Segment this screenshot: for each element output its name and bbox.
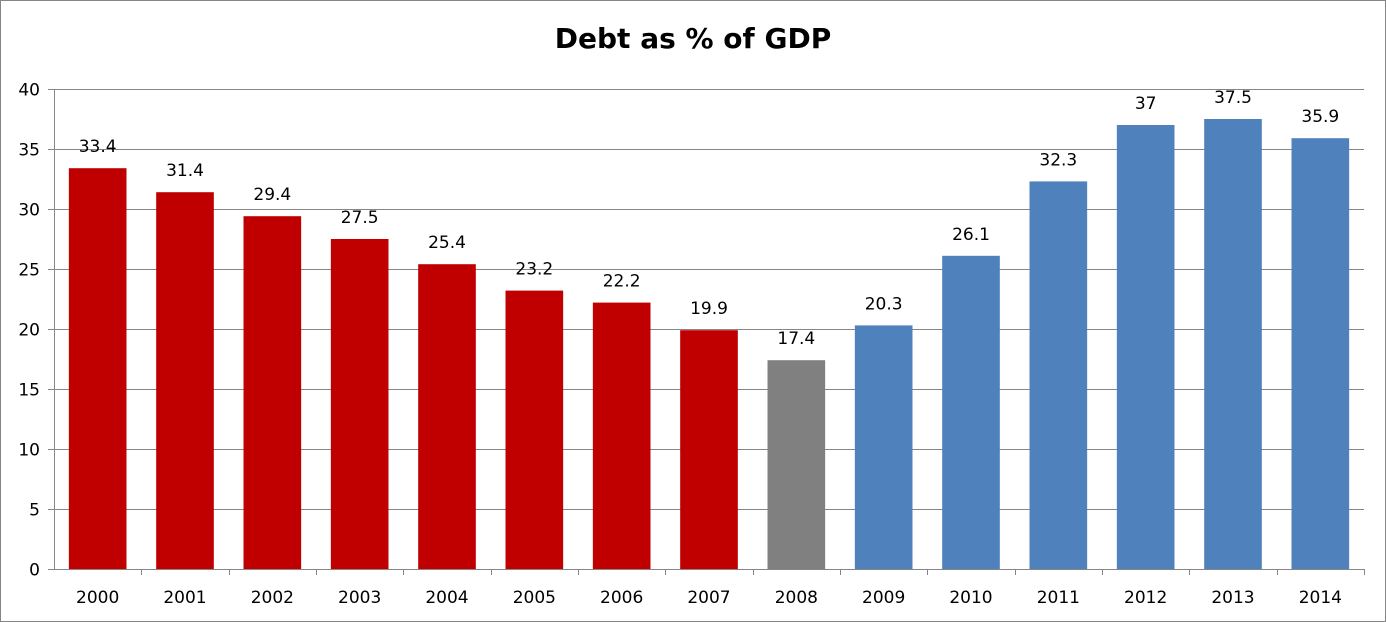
x-tick-label-2010: 2010 [949,588,992,608]
bars [68,119,1350,570]
x-tick-label-2012: 2012 [1124,588,1167,608]
bar-2005 [505,290,564,569]
y-tick-label: 25 [18,261,40,281]
x-tick-label-2009: 2009 [862,588,905,608]
y-tick-label: 40 [18,81,40,101]
x-tick-label-2007: 2007 [687,588,730,608]
bar-2008 [767,360,826,569]
x-tick-label-2000: 2000 [76,588,119,608]
data-label-2005: 23.2 [515,260,553,280]
bar-2014 [1291,138,1350,569]
bar-2000 [68,168,127,569]
y-tick-label: 5 [29,501,40,521]
bar-2012 [1116,125,1175,569]
y-tick-label: 10 [18,441,40,461]
data-label-2000: 33.4 [79,137,117,157]
chart-title: Debt as % of GDP [554,22,832,55]
data-label-2006: 22.2 [603,272,641,292]
bar-2010 [942,255,1000,570]
bar-2013 [1204,119,1262,569]
data-labels: 33.4 31.4 29.4 27.5 25.4 23.2 22.2 19.9 17.4 20.3… [79,88,1340,349]
x-tick-label-2002: 2002 [251,588,294,608]
y-tick-label: 0 [29,561,40,581]
bar-2009 [854,325,913,569]
bar-2002 [243,216,302,569]
bar-2011 [1029,181,1088,569]
data-label-2001: 31.4 [166,161,204,181]
bar-2006 [592,302,651,569]
y-axis-ticks: 0 5 10 15 20 25 30 35 40 [18,81,54,581]
bar-2003 [330,239,389,569]
data-label-2008: 17.4 [777,329,815,349]
x-tick-label-2004: 2004 [425,588,468,608]
data-label-2003: 27.5 [341,208,379,228]
y-tick-label: 30 [18,201,40,221]
y-tick-label: 35 [18,141,40,161]
x-tick-label-2013: 2013 [1211,588,1254,608]
y-tick-label: 15 [18,381,40,401]
data-label-2010: 26.1 [952,225,990,245]
x-tick-label-2008: 2008 [775,588,818,608]
x-tick-label-2006: 2006 [600,588,643,608]
data-label-2004: 25.4 [428,233,466,253]
x-tick-label-2014: 2014 [1299,588,1342,608]
data-label-2009: 20.3 [865,294,903,314]
data-label-2012: 37 [1135,94,1157,114]
data-label-2007: 19.9 [690,299,728,319]
data-label-2011: 32.3 [1039,150,1077,170]
x-tick-label-2005: 2005 [513,588,556,608]
data-label-2002: 29.4 [253,185,291,205]
x-tick-label-2011: 2011 [1037,588,1080,608]
bar-2001 [156,192,214,569]
bar-2004 [418,264,476,569]
data-label-2014: 35.9 [1301,107,1339,127]
bar-2007 [680,330,738,569]
y-tick-label: 20 [18,321,40,341]
x-tick-label-2003: 2003 [338,588,381,608]
x-tick-label-2001: 2001 [163,588,206,608]
x-axis [54,89,1364,570]
data-label-2013: 37.5 [1214,88,1252,108]
x-axis-ticks: 2000 2001 2002 2003 2004 2005 2006 2007 2008 2009… [76,569,1365,608]
